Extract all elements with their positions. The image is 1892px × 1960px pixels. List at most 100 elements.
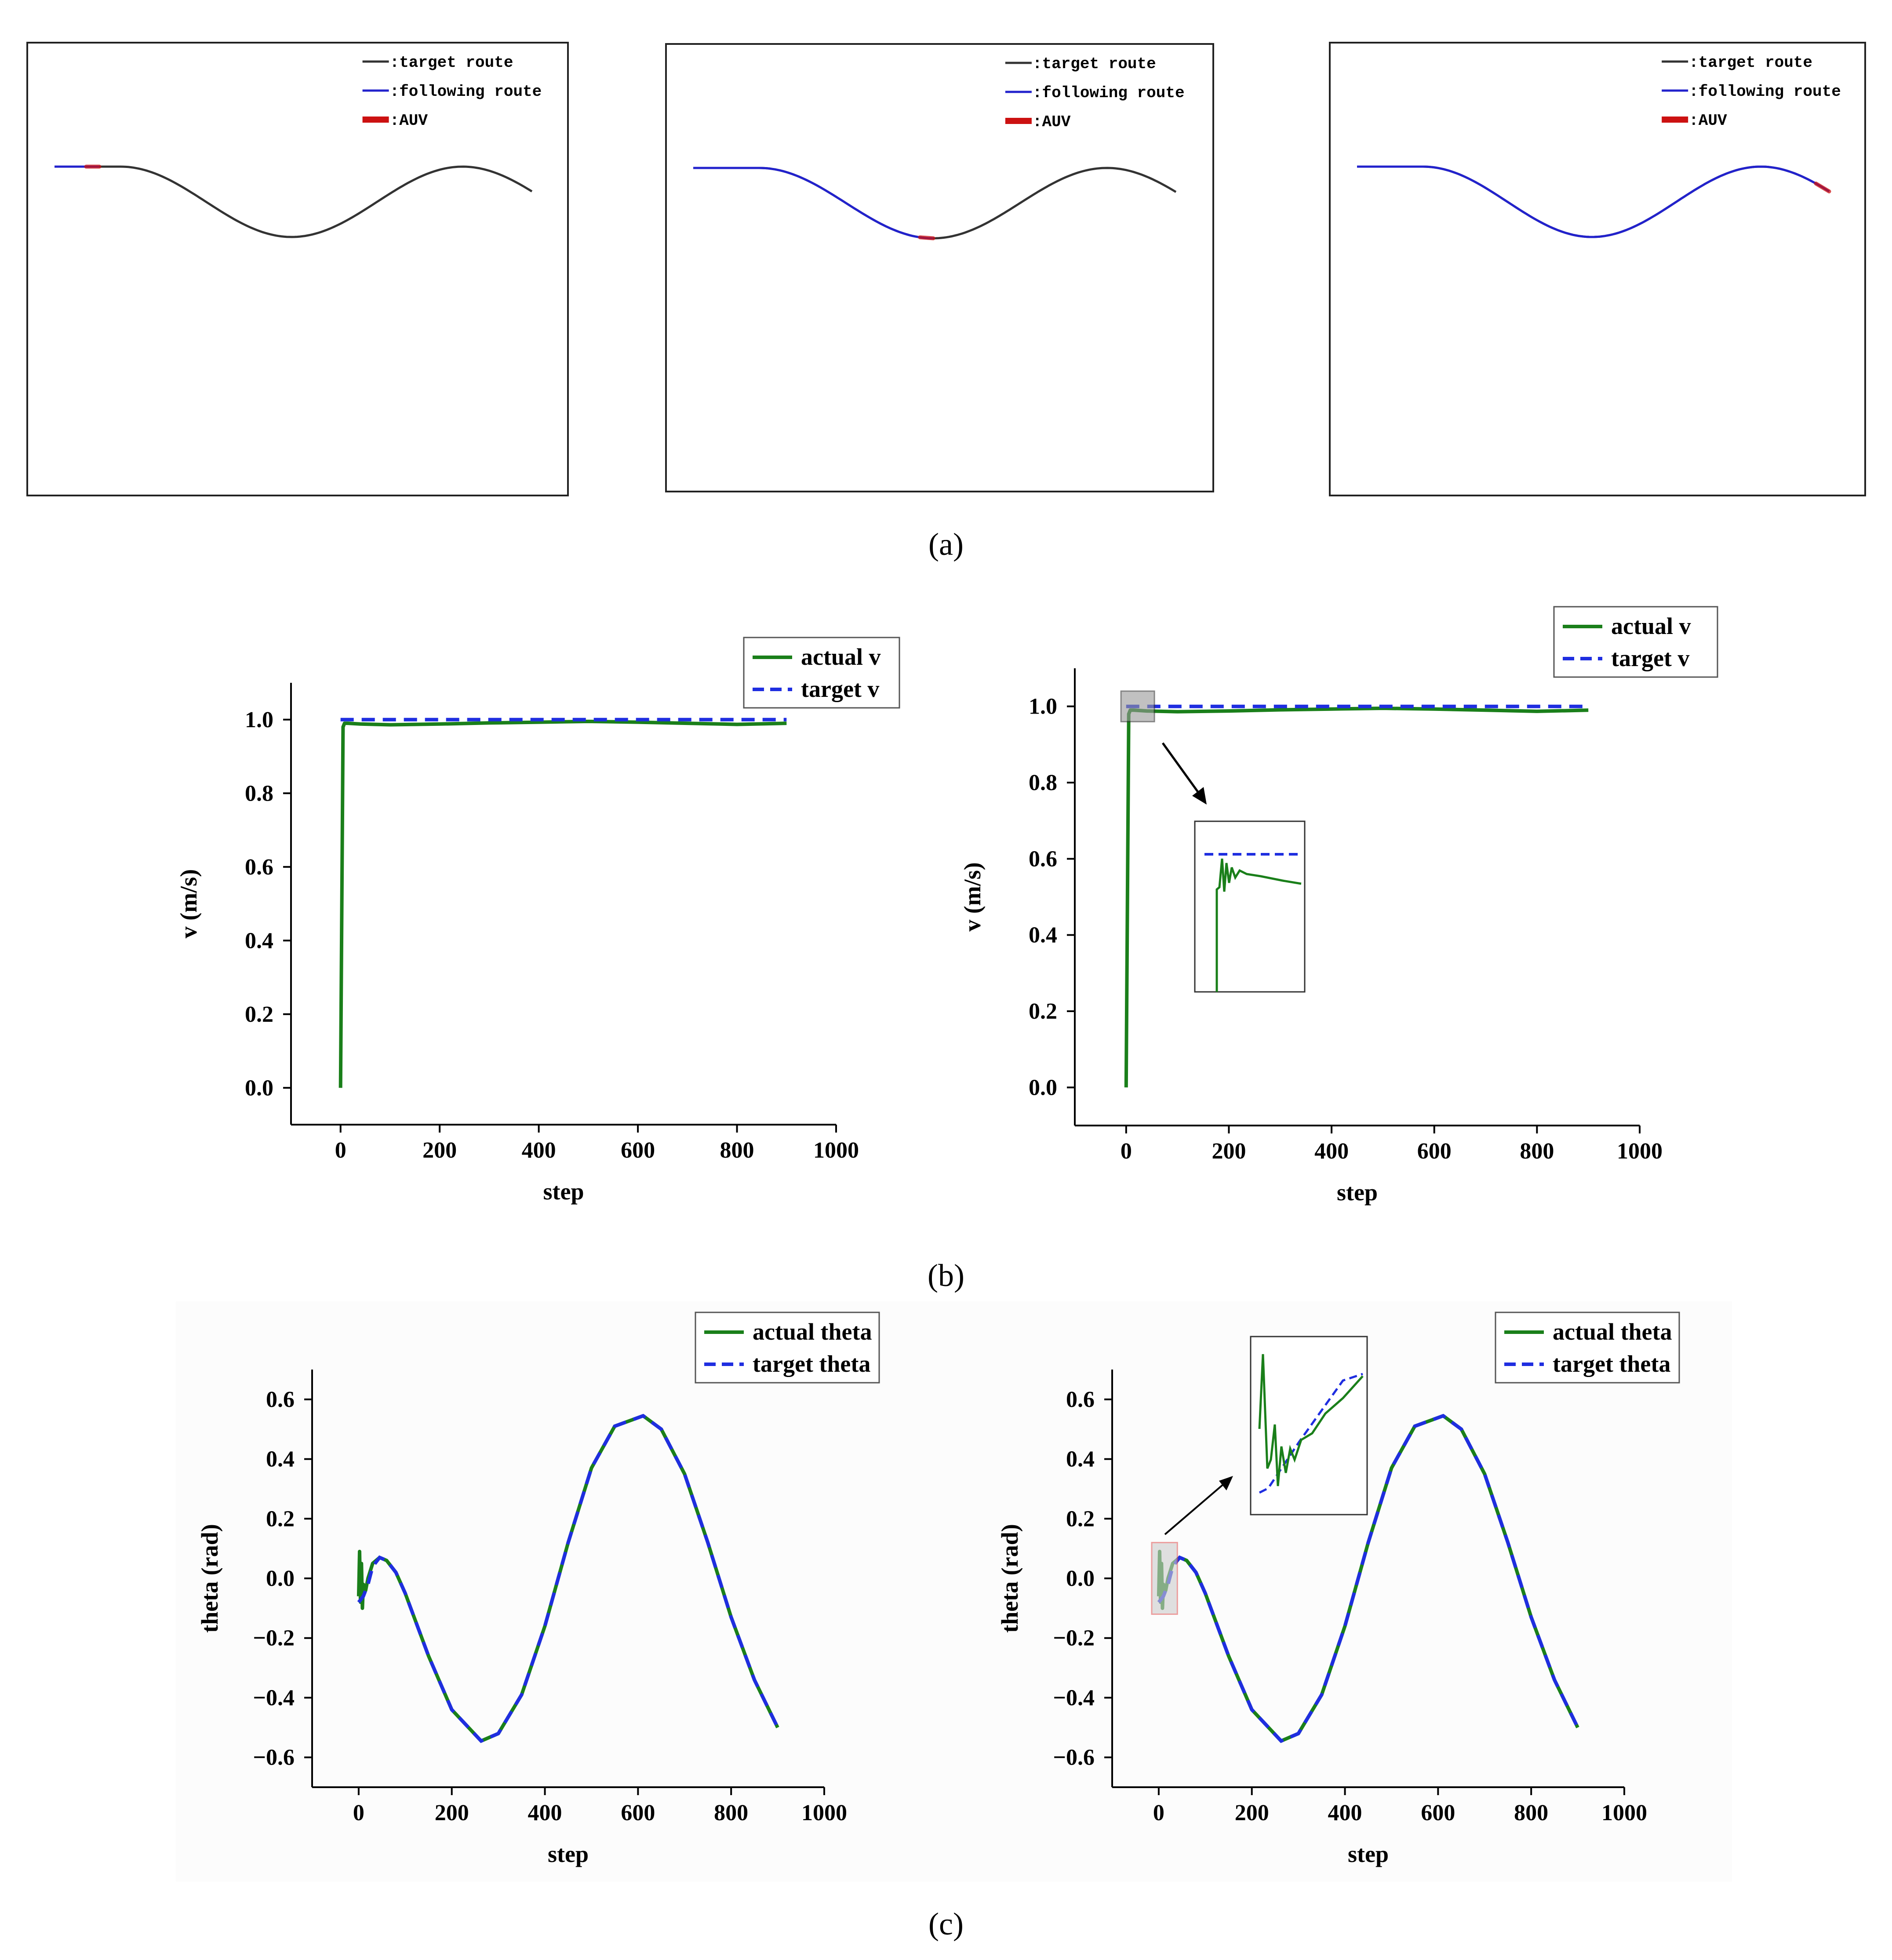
x-tick-label: 400	[1328, 1800, 1362, 1825]
x-tick-label: 600	[621, 1138, 655, 1163]
x-tick-label: 600	[621, 1800, 655, 1825]
route-legend-label: :target route	[1689, 54, 1812, 72]
legend-label-actual: actual theta	[1553, 1319, 1672, 1345]
inset-actual-line	[1258, 1354, 1364, 1486]
route-plot-frame	[26, 42, 569, 496]
y-tick-label: 0.4	[266, 1447, 295, 1472]
y-tick-label: 0.0	[245, 1075, 273, 1100]
x-tick-label: 0	[1121, 1139, 1132, 1164]
x-tick-label: 400	[522, 1138, 556, 1163]
y-tick-label: 0.6	[245, 855, 273, 880]
y-tick-label: 0.2	[1066, 1506, 1095, 1531]
route-legend-label: :following route	[1689, 83, 1841, 101]
y-tick-label: 0.4	[245, 928, 273, 953]
chart-theta-2: 0 200 400 600 800 1000 −0.6 −0.4 −0.2 0.0 0.2 0.4 0.…	[997, 1312, 1680, 1867]
legend-box	[695, 1312, 880, 1384]
legend-box	[1553, 606, 1718, 678]
y-axis-title: v (m/s)	[959, 862, 986, 931]
zoom-arrow-head	[1219, 1476, 1233, 1490]
auv-marker	[918, 235, 935, 240]
x-axis-title: step	[548, 1841, 589, 1867]
y-tick-label: −0.6	[1053, 1745, 1095, 1770]
zoom-arrow-line	[1164, 1481, 1227, 1535]
route-plot-frame	[665, 43, 1214, 492]
y-tick-label: −0.2	[1053, 1626, 1095, 1651]
x-tick-label: 800	[714, 1800, 748, 1825]
x-tick-label: 1000	[1617, 1139, 1663, 1164]
x-tick-label: 200	[1235, 1800, 1269, 1825]
panel-label-c: (c)	[928, 1906, 964, 1942]
y-tick-label: −0.2	[253, 1626, 295, 1651]
x-tick-label: 600	[1417, 1139, 1452, 1164]
zoom-highlight-box	[1120, 690, 1155, 722]
route-legend-label: :target route	[390, 54, 513, 72]
y-tick-label: 0.6	[1066, 1387, 1095, 1412]
legend-label-actual: actual v	[1611, 613, 1691, 639]
chart-velocity-1: 0 200 400 600 800 1000 0.0 0.2 0.4 0.6 0.8 1.0 step v…	[175, 637, 900, 1205]
series-line-target-theta	[357, 1414, 779, 1743]
route-legend-label: :AUV	[1689, 112, 1727, 130]
legend-label-actual: actual v	[801, 644, 881, 670]
y-tick-label: 0.6	[266, 1387, 295, 1412]
y-tick-label: −0.4	[1053, 1685, 1095, 1710]
y-axis-title: v (m/s)	[175, 869, 202, 938]
x-axis-title: step	[1348, 1841, 1389, 1867]
following-route-line	[693, 167, 934, 240]
panel-c-theta-charts: 0 200 400 600 800 1000 −0.6 −0.4 −0.2 0.0 0.2 0.4 0.…	[176, 1301, 1732, 1882]
panel-label-b: (b)	[928, 1258, 964, 1293]
y-tick-label: −0.6	[253, 1745, 295, 1770]
zoom-highlight-box	[1151, 1542, 1178, 1615]
inset-frame	[1194, 820, 1306, 993]
x-tick-label: 1000	[813, 1138, 859, 1163]
chart-velocity-2: 0 200 400 600 800 1000 0.0 0.2 0.4 0.6 0.8 1.0 step v…	[959, 606, 1718, 1206]
y-tick-label: 1.0	[1029, 694, 1057, 719]
following-route-line	[1357, 165, 1830, 238]
route-legend-label: :following route	[390, 83, 542, 101]
y-tick-label: 0.4	[1066, 1447, 1095, 1472]
series-line-actual-v	[338, 719, 787, 1088]
y-tick-label: −0.4	[253, 1685, 295, 1710]
legend-box	[1495, 1312, 1680, 1384]
y-tick-label: 1.0	[245, 707, 273, 732]
x-tick-label: 600	[1421, 1800, 1455, 1825]
x-tick-label: 0	[335, 1138, 346, 1163]
x-tick-label: 400	[528, 1800, 562, 1825]
y-tick-label: 0.8	[1029, 770, 1057, 795]
x-tick-label: 800	[720, 1138, 754, 1163]
auv-marker	[1814, 181, 1831, 193]
y-tick-label: 0.8	[245, 781, 273, 806]
x-tick-label: 800	[1520, 1139, 1554, 1164]
x-axis-title: step	[1337, 1179, 1378, 1206]
legend-box	[743, 637, 900, 709]
y-tick-label: 0.4	[1029, 923, 1057, 948]
y-axis-title: theta (rad)	[997, 1524, 1023, 1632]
route-legend-label: :following route	[1033, 84, 1185, 102]
y-tick-label: 0.6	[1029, 846, 1057, 871]
zoom-inset-velocity	[1120, 690, 1306, 993]
panel-b-velocity-charts: 0 200 400 600 800 1000 0.0 0.2 0.4 0.6 0.8 1.0 step v…	[175, 606, 1718, 1206]
inset-actual-line	[1215, 858, 1302, 992]
legend-label-target: target v	[801, 676, 879, 702]
x-tick-label: 200	[1212, 1139, 1246, 1164]
zoom-arrow-head	[1192, 787, 1207, 805]
x-tick-label: 1000	[801, 1800, 847, 1825]
zoom-arrow-line	[1161, 742, 1204, 799]
route-plot-2: :target route:following route:AUV	[665, 43, 1214, 492]
x-tick-label: 400	[1314, 1139, 1349, 1164]
series-line-target-theta	[1157, 1414, 1579, 1743]
legend-label-actual: actual theta	[753, 1319, 872, 1345]
route-plot-frame	[1329, 42, 1866, 496]
x-tick-label: 1000	[1601, 1800, 1647, 1825]
panel-c-background	[176, 1301, 1732, 1882]
panel-a-route-snapshots: :target route :following route :AUV :target…	[26, 42, 1866, 496]
legend-label-target: target v	[1611, 645, 1689, 671]
x-tick-label: 0	[353, 1800, 364, 1825]
route-legend-label: :AUV	[390, 112, 428, 130]
panel-label-a: (a)	[928, 527, 964, 562]
y-tick-label: 0.0	[266, 1566, 295, 1591]
route-plot-1: :target route :following route :AUV	[26, 42, 569, 496]
y-axis-title: theta (rad)	[196, 1524, 223, 1632]
route-plot-3: :target route :following route :AUV	[1329, 42, 1866, 496]
y-tick-label: 0.2	[266, 1506, 295, 1531]
